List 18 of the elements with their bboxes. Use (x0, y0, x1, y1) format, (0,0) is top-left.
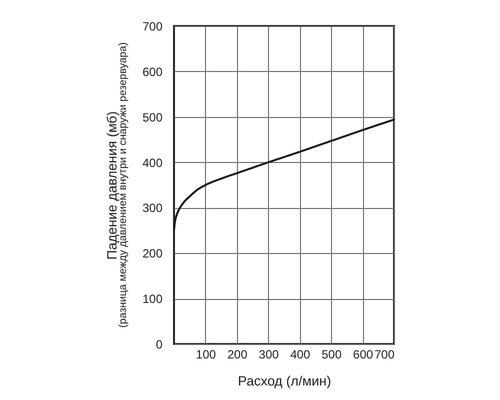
x-tick-label: 500 (322, 348, 342, 362)
y-tick-label: 400 (142, 156, 163, 170)
y-tick-label: 300 (142, 201, 163, 216)
x-tick-label: 600 (353, 348, 374, 362)
x-tick-label: 300 (258, 348, 280, 362)
y-tick-label: 700 (142, 20, 163, 34)
y-axis-title: Падение давления (мб) (разница между давлением внутри и снаружи резервуара) (104, 42, 129, 328)
y-tick-label: 600 (142, 64, 163, 79)
y-tick-label: 200 (142, 246, 163, 261)
x-tick-label: 700 (374, 348, 395, 362)
y-tick-label: 500 (142, 110, 163, 124)
x-tick-label: 200 (227, 348, 248, 362)
x-tick-label: 100 (196, 348, 216, 362)
y-tick-label: 0 (156, 338, 163, 352)
line-series (173, 118, 395, 232)
y-tick-label: 100 (142, 292, 163, 306)
x-axis-title: Расход (л/мин) (238, 374, 332, 388)
x-tick-label: 400 (290, 348, 311, 362)
